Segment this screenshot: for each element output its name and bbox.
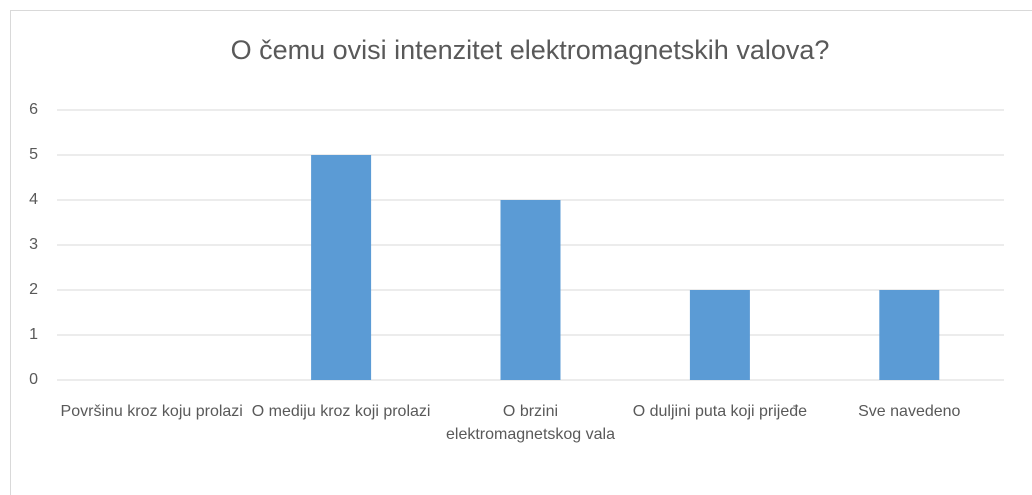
y-tick-label: 0 (29, 371, 38, 388)
y-tick-label: 6 (29, 101, 38, 118)
x-tick-label: Površinu kroz koju prolazi (60, 403, 243, 420)
x-tick-label: O brzini elektromagnetskog vala (446, 403, 615, 443)
x-tick-label: O mediju kroz koji prolazi (251, 403, 431, 420)
bar (879, 290, 940, 380)
y-tick-label: 5 (29, 146, 38, 163)
x-tick-label: O duljini puta koji prijeđe (632, 403, 808, 420)
y-tick-label: 3 (29, 236, 38, 253)
y-tick-label: 4 (29, 191, 38, 208)
bar (689, 290, 750, 380)
bar (311, 155, 372, 380)
x-tick-label: Sve navedeno (858, 403, 961, 420)
y-tick-label: 2 (29, 281, 38, 298)
y-tick-label: 1 (29, 326, 38, 343)
bar (500, 200, 561, 380)
chart-title: O čemu ovisi intenzitet elektromagnetski… (231, 35, 830, 65)
